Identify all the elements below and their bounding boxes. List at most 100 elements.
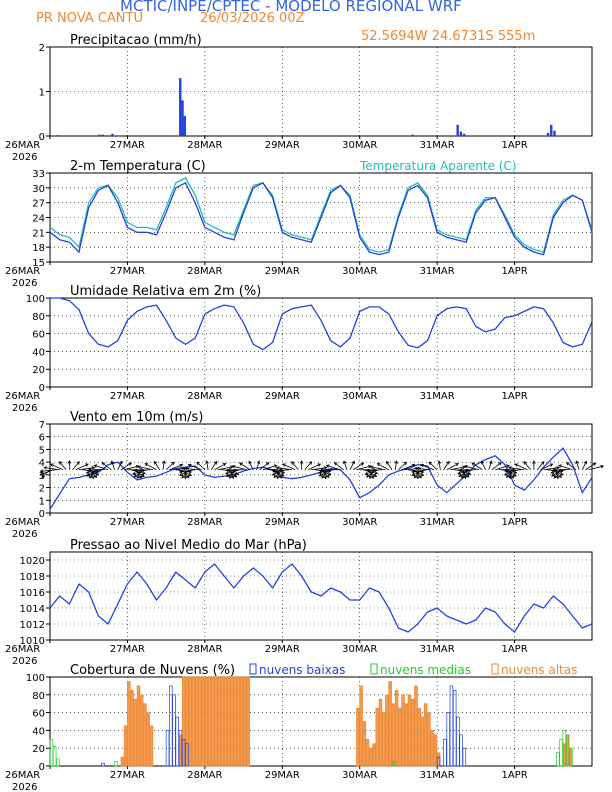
clouds-frame xyxy=(49,676,593,767)
temp-ytick-label: 18 xyxy=(32,243,45,254)
wind-arrow-head xyxy=(141,473,145,477)
temp-xtick-label: 1APR xyxy=(501,266,527,277)
precip-bar xyxy=(56,135,59,136)
wind-arrow xyxy=(588,465,604,471)
wind-arrow xyxy=(581,461,587,470)
cloud-high-bar xyxy=(201,676,205,767)
precip-xtick-label: 29MAR xyxy=(265,140,300,151)
cloud-high-bar xyxy=(427,712,431,767)
wind-arrow-head xyxy=(327,469,332,473)
wind-arrow-head xyxy=(370,475,375,480)
cloud-high-bar xyxy=(207,676,212,767)
clouds-ytick-label: 0 xyxy=(39,762,45,773)
precip-xtick-label: 27MAR xyxy=(110,140,145,151)
cloud-high-bar xyxy=(210,676,215,767)
wind-arrow xyxy=(449,466,466,471)
temp-xtick-label: 29MAR xyxy=(265,266,300,277)
wind-arrow-head xyxy=(233,474,238,478)
rh-year-label: 2026 xyxy=(12,403,37,414)
wind-arrow xyxy=(59,461,67,471)
precip-bar xyxy=(181,100,184,136)
wind-arrow-head xyxy=(386,460,390,465)
pressure-xtick-label: 27MAR xyxy=(110,644,145,655)
wind-arrow-head xyxy=(226,467,231,472)
wind-arrow-head xyxy=(592,462,597,466)
wind-arrow xyxy=(523,461,532,471)
temp-xtick-label: 27MAR xyxy=(110,266,145,277)
cloud-legend-swatch xyxy=(249,663,257,675)
wind-arrow-head xyxy=(323,466,328,470)
wind-arrow-head xyxy=(549,463,554,467)
wind-arrow-head xyxy=(213,460,218,465)
wind-arrow-head xyxy=(557,464,562,468)
precip-bar xyxy=(183,115,186,136)
wind-arrow xyxy=(443,461,450,470)
wind-arrow xyxy=(120,462,132,471)
rh-xtick-label: 27MAR xyxy=(110,391,145,402)
cloud-high-bar xyxy=(407,694,412,767)
wind-arrow-head xyxy=(503,472,508,476)
wind-arrow xyxy=(225,469,241,474)
wind-arrow-head xyxy=(49,463,54,467)
wind-arrow xyxy=(232,465,247,471)
wind-arrow-head xyxy=(85,470,90,475)
wind-arrow-head xyxy=(133,468,137,473)
cloud-low-bar xyxy=(181,738,186,767)
cloud-high-bar xyxy=(562,743,567,767)
wind-arrow xyxy=(349,461,355,470)
wind-arrow xyxy=(558,464,573,471)
temp-xtick-label: 28MAR xyxy=(187,266,222,277)
wind-arrow-head xyxy=(471,462,476,466)
wind-arrow xyxy=(551,469,567,474)
wind-arrow-head xyxy=(318,473,323,477)
cloud-legend-swatch xyxy=(491,663,499,675)
wind-arrow-head xyxy=(463,464,468,469)
wind-arrow-head xyxy=(417,466,422,471)
wind-arrow xyxy=(414,467,431,471)
temp-line xyxy=(49,182,593,256)
wind-arrow-head xyxy=(480,460,485,465)
wind-arrow-head xyxy=(238,462,243,466)
wind-arrow-head xyxy=(411,472,416,476)
cloud-high-bar xyxy=(188,676,192,767)
wind-arrow-head xyxy=(185,466,190,471)
wind-arrow xyxy=(488,460,492,470)
wind-arrow-head xyxy=(459,467,463,472)
wind-arrow-head xyxy=(532,460,536,464)
wind-arrow-head xyxy=(411,463,416,468)
cloud-high-bar xyxy=(246,676,250,767)
cloud-high-bar xyxy=(391,703,396,767)
cloud-high-bar xyxy=(414,685,418,767)
wind-arrow-head xyxy=(88,467,92,471)
clouds-ytick-label: 80 xyxy=(32,691,45,702)
wind-arrow-head xyxy=(93,464,98,468)
wind-arrow xyxy=(188,464,202,471)
cloud-high-bar xyxy=(185,676,189,767)
wind-arrow-head xyxy=(504,469,509,473)
clouds-xtick-label: 28MAR xyxy=(187,770,222,781)
rh-xtick-label: 1APR xyxy=(501,391,527,402)
clouds-title: Cobertura de Nuvens (%) xyxy=(70,663,235,678)
cloud-high-bar xyxy=(401,694,405,767)
wind-arrow-head xyxy=(455,463,459,467)
wind-arrow-head xyxy=(39,469,44,473)
clouds-ytick-label: 40 xyxy=(32,726,45,737)
coordinates-label: 52.5694W 24.6731S 555m xyxy=(361,29,536,44)
wind-xtick-label: 28MAR xyxy=(187,517,222,528)
precip-ytick-label: 0 xyxy=(39,132,45,143)
wind-arrow xyxy=(498,468,515,471)
wind-arrow-head xyxy=(446,460,450,465)
wind-arrow xyxy=(162,460,165,470)
wind-arrow xyxy=(291,461,299,471)
wind-arrow-head xyxy=(205,460,209,464)
wind-arrow-head xyxy=(403,461,407,466)
cloud-high-bar xyxy=(143,703,147,767)
pressure-ytick-label: 1014 xyxy=(20,604,45,615)
wind-arrow-head xyxy=(224,471,229,475)
wind-arrow-head xyxy=(188,472,193,476)
wind-arrow-head xyxy=(428,461,433,466)
wind-arrow-head xyxy=(133,474,138,478)
pressure-year-label: 2026 xyxy=(12,656,37,667)
cloud-mid-bar xyxy=(559,738,563,767)
cloud-high-bar xyxy=(362,721,367,767)
